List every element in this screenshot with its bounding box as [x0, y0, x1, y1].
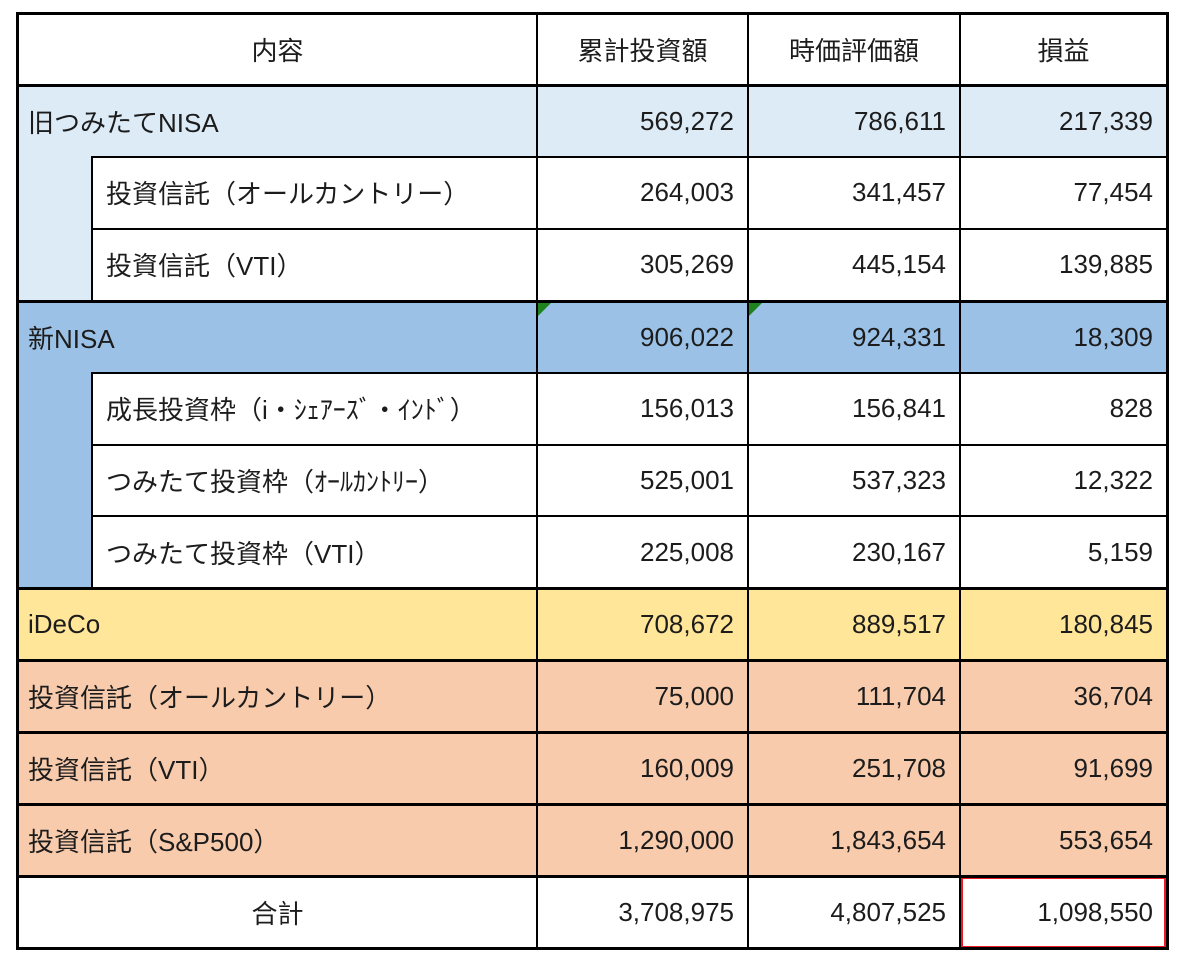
table-header-row: 内容 累計投資額 時価評価額 損益	[19, 15, 1166, 84]
header-cell-market-value[interactable]: 時価評価額	[747, 15, 959, 84]
cell-label[interactable]: つみたて投資枠（VTI）	[91, 515, 536, 588]
cell-value[interactable]: 4,807,525	[747, 875, 959, 947]
cell-label[interactable]: 成長投資枠（i・ｼｪｱｰｽﾞ・ｲﾝﾄﾞ）	[91, 371, 536, 444]
cell-value[interactable]: 156,013	[536, 371, 747, 444]
cell-value[interactable]: 230,167	[747, 515, 959, 588]
header-cell-profit-loss[interactable]: 損益	[959, 15, 1166, 84]
cell-value[interactable]: 906,022	[536, 299, 747, 372]
cell-value[interactable]: 264,003	[536, 155, 747, 228]
cell-value[interactable]: 75,000	[536, 659, 747, 732]
cell-value[interactable]: 180,845	[959, 587, 1166, 660]
cell-value[interactable]: 18,309	[959, 299, 1166, 372]
cell-value[interactable]: 5,159	[959, 515, 1166, 588]
cell-label[interactable]: 投資信託（VTI）	[19, 731, 536, 804]
section-indent-stripe	[19, 371, 91, 444]
cell-value[interactable]: 786,611	[747, 84, 959, 156]
table-row: つみたて投資枠（VTI） 225,008 230,167 5,159	[19, 515, 1166, 588]
cell-value[interactable]: 1,843,654	[747, 803, 959, 876]
section-indent-stripe	[19, 443, 91, 516]
section-indent-stripe	[19, 515, 91, 588]
table-row: 投資信託（S&P500） 1,290,000 1,843,654 553,654	[19, 803, 1166, 876]
cell-value[interactable]: 160,009	[536, 731, 747, 804]
section-indent-stripe	[19, 155, 91, 228]
cell-value[interactable]: 111,704	[747, 659, 959, 732]
table-row: 投資信託（オールカントリー） 75,000 111,704 36,704	[19, 659, 1166, 732]
cell-value[interactable]: 525,001	[536, 443, 747, 516]
cell-value[interactable]: 3,708,975	[536, 875, 747, 947]
section-indent-stripe	[19, 227, 91, 300]
cell-value[interactable]: 708,672	[536, 587, 747, 660]
cell-value[interactable]: 1,290,000	[536, 803, 747, 876]
table-row: つみたて投資枠（ｵｰﾙｶﾝﾄﾘｰ） 525,001 537,323 12,322	[19, 443, 1166, 516]
cell-value[interactable]: 553,654	[959, 803, 1166, 876]
cell-value[interactable]: 537,323	[747, 443, 959, 516]
cell-value[interactable]: 139,885	[959, 227, 1166, 300]
table-row: 旧つみたてNISA 569,272 786,611 217,339	[19, 84, 1166, 156]
table-row: 新NISA 906,022 924,331 18,309	[19, 299, 1166, 372]
cell-label[interactable]: iDeCo	[19, 587, 536, 660]
cell-value[interactable]: 889,517	[747, 587, 959, 660]
cell-value[interactable]: 569,272	[536, 84, 747, 156]
cell-label[interactable]: 合計	[19, 875, 536, 947]
cell-value[interactable]: 305,269	[536, 227, 747, 300]
cell-label[interactable]: 新NISA	[19, 299, 536, 372]
cell-value[interactable]: 77,454	[959, 155, 1166, 228]
cell-value[interactable]: 1,098,550	[959, 875, 1166, 947]
investment-summary-table: 内容 累計投資額 時価評価額 損益 旧つみたてNISA 569,272 786,61…	[16, 12, 1169, 950]
cell-label[interactable]: つみたて投資枠（ｵｰﾙｶﾝﾄﾘｰ）	[91, 443, 536, 516]
cell-value[interactable]: 12,322	[959, 443, 1166, 516]
table-row: 成長投資枠（i・ｼｪｱｰｽﾞ・ｲﾝﾄﾞ） 156,013 156,841 828	[19, 371, 1166, 444]
cell-value[interactable]: 91,699	[959, 731, 1166, 804]
cell-value[interactable]: 828	[959, 371, 1166, 444]
table-row: 投資信託（オールカントリー） 264,003 341,457 77,454	[19, 155, 1166, 228]
cell-label[interactable]: 投資信託（オールカントリー）	[19, 659, 536, 732]
cell-value[interactable]: 341,457	[747, 155, 959, 228]
header-cell-cumulative-investment[interactable]: 累計投資額	[536, 15, 747, 84]
cell-value[interactable]: 225,008	[536, 515, 747, 588]
cell-label[interactable]: 投資信託（S&P500）	[19, 803, 536, 876]
cell-value[interactable]: 156,841	[747, 371, 959, 444]
table-row: iDeCo 708,672 889,517 180,845	[19, 587, 1166, 660]
cell-value[interactable]: 251,708	[747, 731, 959, 804]
cell-value[interactable]: 445,154	[747, 227, 959, 300]
header-cell-content[interactable]: 内容	[251, 36, 304, 66]
cell-label[interactable]: 旧つみたてNISA	[19, 84, 536, 156]
table-row: 合計 3,708,975 4,807,525 1,098,550	[19, 875, 1166, 947]
cell-label[interactable]: 投資信託（オールカントリー）	[91, 155, 536, 228]
cell-label[interactable]: 投資信託（VTI）	[91, 227, 536, 300]
excel-error-flag-icon	[538, 302, 551, 316]
cell-value[interactable]: 924,331	[747, 299, 959, 372]
cell-value[interactable]: 217,339	[959, 84, 1166, 156]
cell-value[interactable]: 36,704	[959, 659, 1166, 732]
excel-error-flag-icon	[749, 302, 762, 316]
table-row: 投資信託（VTI） 160,009 251,708 91,699	[19, 731, 1166, 804]
red-highlight-border	[961, 878, 1166, 947]
table-row: 投資信託（VTI） 305,269 445,154 139,885	[19, 227, 1166, 300]
